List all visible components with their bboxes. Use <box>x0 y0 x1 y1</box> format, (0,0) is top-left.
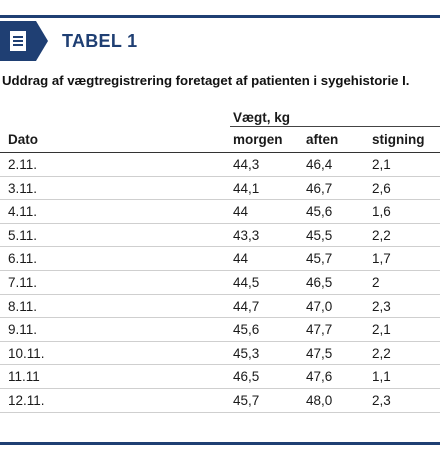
cell-aften: 45,6 <box>306 204 333 220</box>
cell-stigning: 2,2 <box>372 345 391 361</box>
table-row: 5.11. 43,3 45,5 2,2 <box>0 224 440 248</box>
column-header-aften: aften <box>306 132 339 147</box>
cell-stigning: 2,3 <box>372 392 391 408</box>
cell-stigning: 2,3 <box>372 298 391 314</box>
cell-dato: 2.11. <box>8 157 38 172</box>
group-header-row: Vægt, kg <box>0 106 440 128</box>
cell-dato: 8.11. <box>8 298 38 314</box>
cell-morgen: 44 <box>233 251 249 267</box>
cell-dato: 10.11. <box>8 345 45 361</box>
cell-aften: 47,7 <box>306 322 333 338</box>
cell-dato: 4.11. <box>8 204 38 220</box>
table-row: 11.11 46,5 47,6 1,1 <box>0 365 440 389</box>
table-row: 10.11. 45,3 47,5 2,2 <box>0 342 440 366</box>
cell-stigning: 2,1 <box>372 322 391 338</box>
cell-dato: 6.11. <box>8 251 38 267</box>
cell-stigning: 2,1 <box>372 157 391 172</box>
group-underline <box>230 126 440 127</box>
table-header: TABEL 1 <box>0 20 137 62</box>
cell-morgen: 44,7 <box>233 298 260 314</box>
cell-morgen: 44,3 <box>233 157 260 172</box>
column-header-dato: Dato <box>8 132 38 147</box>
cell-dato: 9.11. <box>8 322 38 338</box>
cell-aften: 45,7 <box>306 251 333 267</box>
bottom-rule <box>0 442 440 445</box>
cell-aften: 47,0 <box>306 298 333 314</box>
cell-stigning: 1,7 <box>372 251 391 267</box>
table-row: 9.11. 45,6 47,7 2,1 <box>0 318 440 342</box>
cell-aften: 46,4 <box>306 157 333 172</box>
cell-stigning: 2 <box>372 274 380 290</box>
cell-stigning: 2,2 <box>372 227 391 243</box>
column-header-morgen: morgen <box>233 132 283 147</box>
cell-stigning: 2,6 <box>372 180 391 196</box>
cell-dato: 5.11. <box>8 227 38 243</box>
column-header-row: Dato morgen aften stigning <box>0 128 440 153</box>
cell-morgen: 45,7 <box>233 392 260 408</box>
table-row: 12.11. 45,7 48,0 2,3 <box>0 389 440 413</box>
cell-morgen: 46,5 <box>233 369 260 385</box>
table-row: 6.11. 44 45,7 1,7 <box>0 247 440 271</box>
weight-table: Vægt, kg Dato morgen aften stigning 2.11… <box>0 106 440 413</box>
cell-aften: 47,6 <box>306 369 333 385</box>
table-row: 2.11. 44,3 46,4 2,1 <box>0 153 440 177</box>
cell-dato: 12.11. <box>8 392 45 408</box>
table-title: TABEL 1 <box>62 30 138 51</box>
document-icon <box>0 21 36 61</box>
table-row: 3.11. 44,1 46,7 2,6 <box>0 177 440 201</box>
cell-stigning: 1,6 <box>372 204 391 220</box>
cell-morgen: 45,3 <box>233 345 260 361</box>
group-header-weight: Vægt, kg <box>233 110 291 125</box>
header-arrow <box>36 21 48 61</box>
table-row: 8.11. 44,7 47,0 2,3 <box>0 295 440 319</box>
cell-morgen: 44,5 <box>233 274 260 290</box>
cell-dato: 11.11 <box>8 369 40 385</box>
cell-morgen: 43,3 <box>233 227 260 243</box>
cell-dato: 3.11. <box>8 180 38 196</box>
cell-morgen: 44,1 <box>233 180 260 196</box>
cell-aften: 47,5 <box>306 345 333 361</box>
cell-morgen: 44 <box>233 204 249 220</box>
table-row: 7.11. 44,5 46,5 2 <box>0 271 440 295</box>
cell-aften: 48,0 <box>306 392 333 408</box>
cell-dato: 7.11. <box>8 274 38 290</box>
top-rule <box>0 15 440 18</box>
column-header-stigning: stigning <box>372 132 425 147</box>
cell-morgen: 45,6 <box>233 322 260 338</box>
table-row: 4.11. 44 45,6 1,6 <box>0 200 440 224</box>
cell-aften: 46,5 <box>306 274 333 290</box>
cell-aften: 45,5 <box>306 227 333 243</box>
cell-aften: 46,7 <box>306 180 333 196</box>
cell-stigning: 1,1 <box>372 369 391 385</box>
table-caption: Uddrag af vægtregistrering foretaget af … <box>2 73 410 88</box>
